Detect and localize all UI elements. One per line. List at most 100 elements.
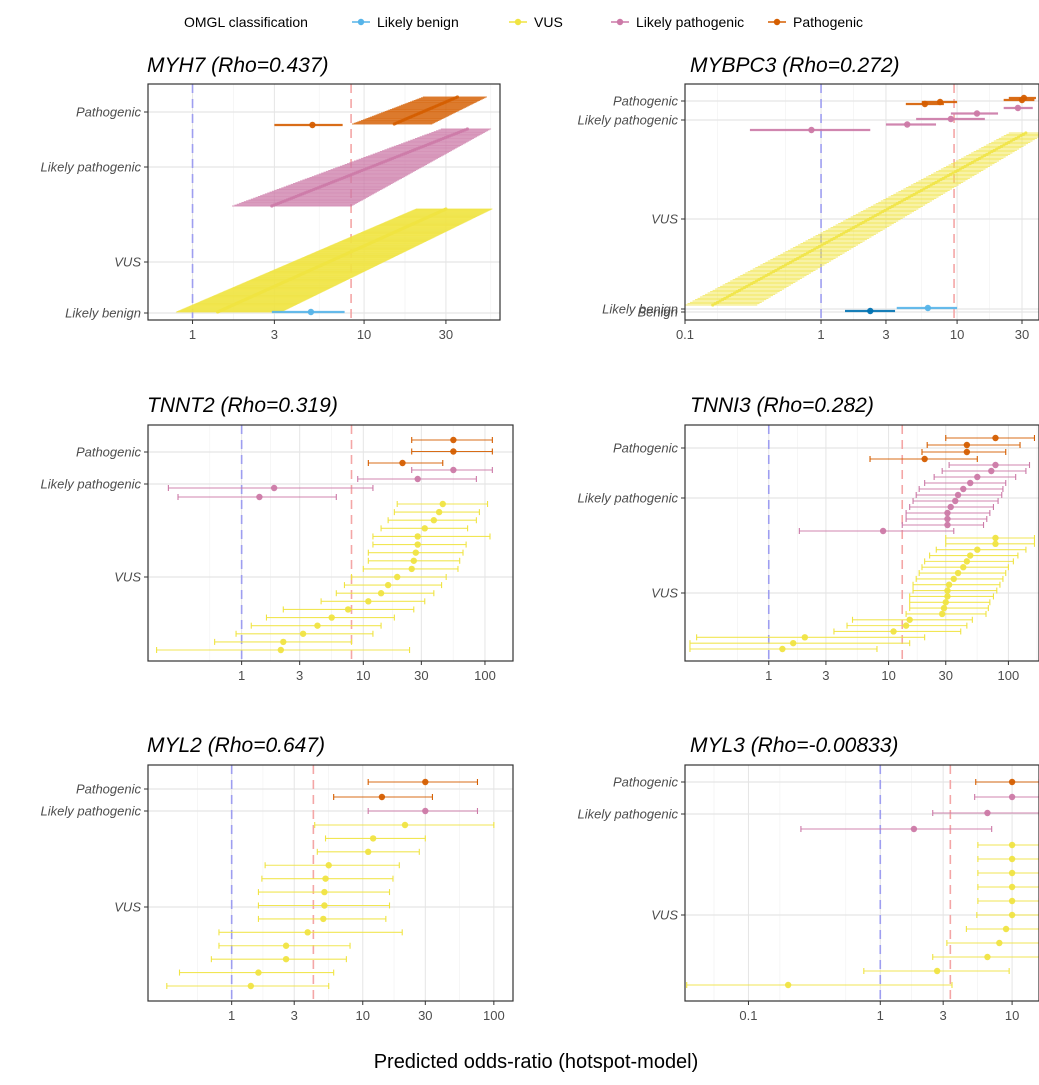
data-point: [856, 223, 860, 227]
y-tick-label: Likely pathogenic: [578, 491, 679, 506]
data-point: [781, 264, 785, 268]
data-point: [834, 235, 839, 239]
data-point: [786, 262, 790, 266]
data-point: [992, 534, 999, 542]
x-tick-label: 100: [474, 668, 496, 683]
data-point: [813, 247, 817, 251]
data-point: [422, 778, 429, 786]
data-point: [900, 199, 904, 203]
data-point: [936, 179, 941, 183]
data-point: [921, 100, 929, 108]
data-point: [725, 295, 729, 299]
data-point: [825, 240, 829, 244]
data-point: [978, 156, 982, 160]
data-point: [830, 238, 834, 242]
y-tick-label: VUS: [651, 586, 678, 601]
data-point: [984, 953, 991, 961]
data-point: [939, 178, 943, 182]
data-point: [740, 287, 744, 291]
panel-border: [684, 424, 1039, 662]
panel-border: [684, 83, 1039, 321]
data-point: [779, 266, 783, 270]
x-tick-label: 10: [1005, 1008, 1019, 1023]
data-point: [941, 176, 945, 180]
data-point: [282, 955, 290, 963]
data-point: [885, 207, 890, 211]
data-point: [893, 203, 897, 207]
data-point: [905, 196, 909, 200]
data-point: [1002, 143, 1006, 147]
data-point: [973, 110, 981, 117]
data-point: [322, 875, 329, 882]
x-tick-label: 30: [439, 327, 453, 342]
data-point: [956, 168, 960, 172]
data-point: [890, 204, 894, 208]
x-tick-label: 10: [881, 668, 895, 683]
panel-border: [147, 424, 514, 662]
data-point: [867, 307, 874, 315]
data-point: [757, 278, 761, 282]
data-point: [895, 202, 899, 206]
data-point: [1018, 96, 1026, 104]
data-point: [733, 291, 737, 295]
legend-label: Likely benign: [377, 14, 459, 30]
data-point: [810, 248, 814, 252]
data-point: [974, 546, 981, 553]
data-point: [410, 557, 417, 564]
data-point: [906, 616, 913, 623]
data-point: [958, 167, 962, 171]
panel-myl2: MYL2 (Rho=0.647) Pathogenic Likely pathog…: [41, 734, 514, 1023]
data-point: [735, 290, 739, 294]
data-point: [344, 606, 352, 613]
data-point: [910, 194, 914, 198]
data-point: [788, 260, 793, 264]
data-point: [868, 216, 873, 220]
data-point: [774, 268, 778, 272]
panel-tnni3: TNNI3 (Rho=0.282) Pathogenic Likely patho…: [578, 394, 1039, 683]
panel-title: TNNT2 (Rho=0.319): [147, 394, 338, 417]
x-tick-label: 10: [950, 327, 964, 342]
data-point: [832, 236, 836, 240]
x-tick-label: 3: [291, 1008, 298, 1023]
data-point: [927, 184, 931, 188]
data-point: [764, 274, 768, 278]
data-point: [754, 279, 759, 283]
data-point: [1021, 132, 1025, 136]
legend-key-dot: [773, 18, 781, 26]
legend-title: OMGL classification: [184, 14, 308, 30]
data-point: [309, 121, 316, 129]
data-point: [325, 862, 332, 869]
data-point: [779, 645, 786, 653]
data-point: [771, 270, 776, 274]
data-point: [320, 915, 327, 923]
y-tick-label: Benign: [638, 305, 678, 320]
data-point: [864, 219, 868, 223]
data-point: [951, 171, 955, 175]
x-tick-label: 3: [940, 1008, 947, 1023]
data-point: [421, 525, 428, 532]
data-point: [728, 294, 732, 298]
data-point: [992, 434, 999, 442]
y-tick-label: Likely pathogenic: [41, 804, 142, 819]
data-point: [967, 479, 974, 487]
data-point: [384, 581, 392, 589]
data-point: [1014, 136, 1018, 140]
data-point: [414, 533, 421, 540]
x-tick-label: 10: [356, 1008, 370, 1023]
data-point: [922, 187, 926, 191]
data-point: [766, 272, 771, 276]
data-point: [450, 466, 457, 474]
data-point: [842, 231, 846, 235]
data-point: [1008, 869, 1016, 877]
x-tick-label: 1: [765, 668, 772, 683]
data-point: [933, 967, 941, 975]
data-point: [847, 228, 851, 232]
panel-myl3: MYL3 (Rho=-0.00833) Pathogenic Likely pat…: [578, 734, 1039, 1023]
data-point: [808, 126, 815, 134]
data-point: [314, 622, 321, 629]
data-point: [723, 296, 727, 300]
legend-key-dot: [514, 18, 522, 26]
data-point: [762, 275, 766, 279]
data-point: [1004, 142, 1009, 146]
panel-title: TNNI3 (Rho=0.282): [690, 394, 874, 417]
